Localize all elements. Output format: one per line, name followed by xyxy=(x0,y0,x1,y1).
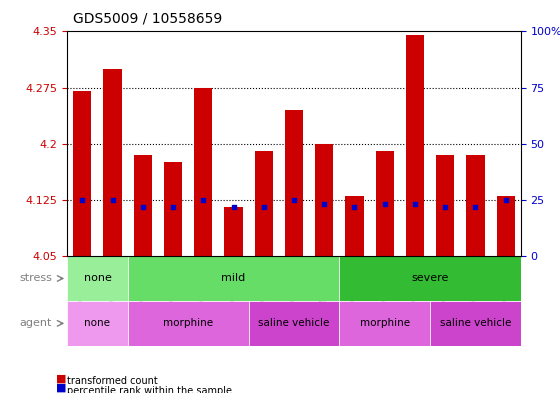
FancyBboxPatch shape xyxy=(128,256,339,301)
Bar xyxy=(436,155,454,256)
FancyBboxPatch shape xyxy=(67,256,128,301)
Point xyxy=(471,204,480,210)
Text: transformed count: transformed count xyxy=(67,376,158,386)
Bar xyxy=(406,35,424,256)
Point xyxy=(380,201,389,208)
Bar xyxy=(73,91,91,256)
Text: saline vehicle: saline vehicle xyxy=(440,318,511,329)
Text: morphine: morphine xyxy=(163,318,213,329)
Bar xyxy=(315,144,333,256)
Bar xyxy=(497,196,515,256)
FancyBboxPatch shape xyxy=(339,301,430,346)
Bar xyxy=(285,110,303,256)
Text: GDS5009 / 10558659: GDS5009 / 10558659 xyxy=(73,12,222,26)
Text: ■: ■ xyxy=(56,373,67,383)
Text: none: none xyxy=(85,318,110,329)
Point xyxy=(169,204,178,210)
Point xyxy=(320,201,329,208)
Point xyxy=(441,204,450,210)
Text: percentile rank within the sample: percentile rank within the sample xyxy=(67,386,232,393)
Bar xyxy=(376,151,394,256)
Bar xyxy=(225,208,242,256)
Text: agent: agent xyxy=(20,318,52,329)
Bar xyxy=(194,88,212,256)
Point xyxy=(138,204,147,210)
Text: saline vehicle: saline vehicle xyxy=(258,318,330,329)
Text: stress: stress xyxy=(19,274,52,283)
FancyBboxPatch shape xyxy=(128,301,249,346)
Bar xyxy=(466,155,484,256)
FancyBboxPatch shape xyxy=(67,301,128,346)
Text: morphine: morphine xyxy=(360,318,410,329)
Point xyxy=(290,197,298,203)
Point xyxy=(410,201,419,208)
FancyBboxPatch shape xyxy=(339,256,521,301)
Point xyxy=(229,204,238,210)
Point xyxy=(108,197,117,203)
Bar xyxy=(104,69,122,256)
Text: mild: mild xyxy=(221,274,246,283)
Text: ■: ■ xyxy=(56,383,67,393)
Bar xyxy=(346,196,363,256)
Point xyxy=(501,197,510,203)
Point xyxy=(78,197,87,203)
Point xyxy=(350,204,359,210)
Bar xyxy=(255,151,273,256)
Point xyxy=(259,204,268,210)
Point xyxy=(199,197,208,203)
FancyBboxPatch shape xyxy=(249,301,339,346)
Text: severe: severe xyxy=(412,274,449,283)
Text: none: none xyxy=(83,274,111,283)
FancyBboxPatch shape xyxy=(430,301,521,346)
Bar xyxy=(164,162,182,256)
Bar xyxy=(134,155,152,256)
